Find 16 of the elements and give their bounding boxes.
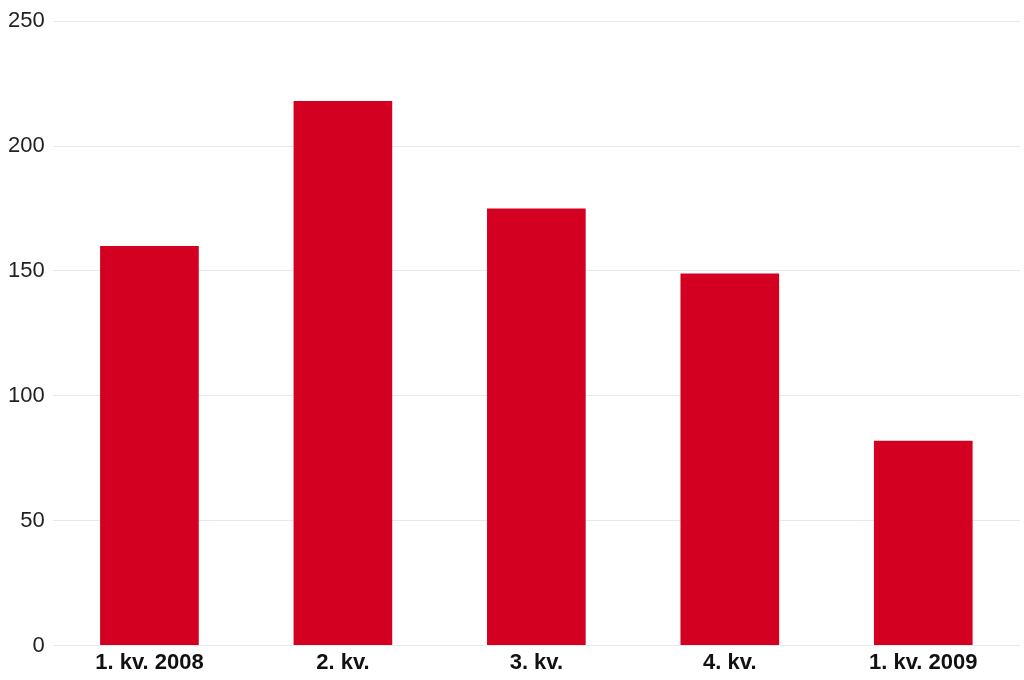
x-tick-label: 2. kv. — [316, 648, 370, 674]
y-tick-label: 50 — [20, 506, 45, 532]
bar — [293, 101, 393, 646]
x-tick-label: 1. kv. 2009 — [869, 648, 978, 674]
bar — [487, 208, 586, 646]
x-tick-label: 1. kv. 2008 — [95, 648, 204, 674]
x-tick-label: 3. kv. — [509, 648, 564, 674]
y-tick-label: 200 — [7, 132, 45, 158]
bar — [873, 440, 973, 646]
y-tick-label: 150 — [7, 257, 45, 283]
x-tick-label: 4. kv. — [703, 648, 757, 674]
bar — [680, 273, 780, 646]
y-tick-label: 0 — [32, 631, 45, 657]
y-tick-label: 100 — [7, 381, 45, 407]
y-tick-label: 250 — [7, 7, 45, 33]
bar — [100, 245, 199, 646]
